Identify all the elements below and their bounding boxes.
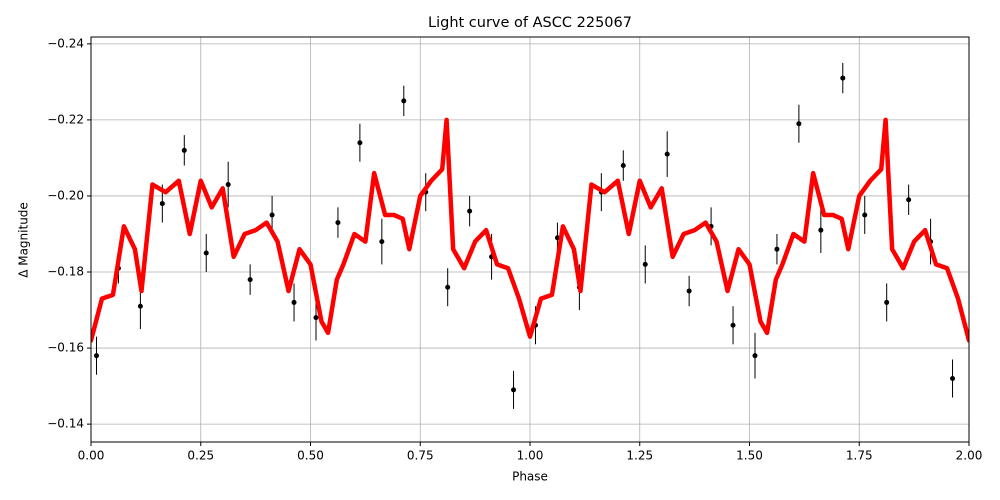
data-point — [203, 250, 209, 256]
y-tick-label: −0.20 — [47, 188, 84, 202]
x-tick-label: 1.00 — [517, 449, 544, 463]
data-point — [401, 98, 407, 104]
data-point — [247, 277, 253, 283]
data-point — [686, 288, 692, 294]
x-tick-label: 1.50 — [736, 449, 763, 463]
data-point — [445, 284, 451, 290]
y-tick-label: −0.24 — [47, 36, 84, 50]
data-point — [313, 315, 319, 321]
data-point — [752, 353, 758, 359]
data-point — [862, 212, 868, 218]
y-tick-label: −0.14 — [47, 417, 84, 431]
data-point — [269, 212, 275, 218]
data-point — [774, 246, 780, 252]
data-point — [620, 163, 626, 169]
data-point — [511, 387, 517, 393]
data-point — [357, 140, 363, 146]
data-point — [950, 375, 956, 381]
data-point — [818, 227, 824, 233]
data-point — [884, 299, 890, 305]
x-tick-label: 1.25 — [626, 449, 653, 463]
data-point — [796, 121, 802, 127]
y-tick-label: −0.16 — [47, 341, 84, 355]
x-tick-label: 1.75 — [846, 449, 873, 463]
data-point — [225, 182, 231, 188]
data-point — [379, 239, 385, 245]
x-tick-label: 0.00 — [78, 449, 105, 463]
plot-area — [91, 62, 969, 409]
data-point — [159, 201, 165, 207]
x-axis-label: Phase — [512, 470, 548, 484]
data-point — [291, 299, 297, 305]
x-tick-label: 0.25 — [187, 449, 214, 463]
data-point — [642, 261, 648, 267]
y-tick-label: −0.22 — [47, 112, 84, 126]
data-point — [467, 208, 473, 214]
data-point — [840, 75, 846, 81]
chart-title: Light curve of ASCC 225067 — [428, 15, 632, 31]
data-point — [181, 147, 187, 153]
y-axis-label: Δ Magnitude — [17, 202, 31, 278]
data-point — [335, 220, 341, 226]
data-point — [664, 151, 670, 157]
y-tick-label: −0.18 — [47, 265, 84, 279]
data-point — [137, 303, 143, 309]
fit-curve — [91, 117, 969, 343]
data-point — [906, 197, 912, 203]
x-tick-label: 2.00 — [956, 449, 983, 463]
data-point — [730, 322, 736, 328]
x-tick-label: 0.50 — [297, 449, 324, 463]
axes: 0.00 0.25 0.50 0.75 1.00 1.25 1.50 1.75 2.00 −0.2… — [47, 36, 982, 462]
data-point — [93, 353, 99, 359]
x-tick-label: 0.75 — [407, 449, 434, 463]
